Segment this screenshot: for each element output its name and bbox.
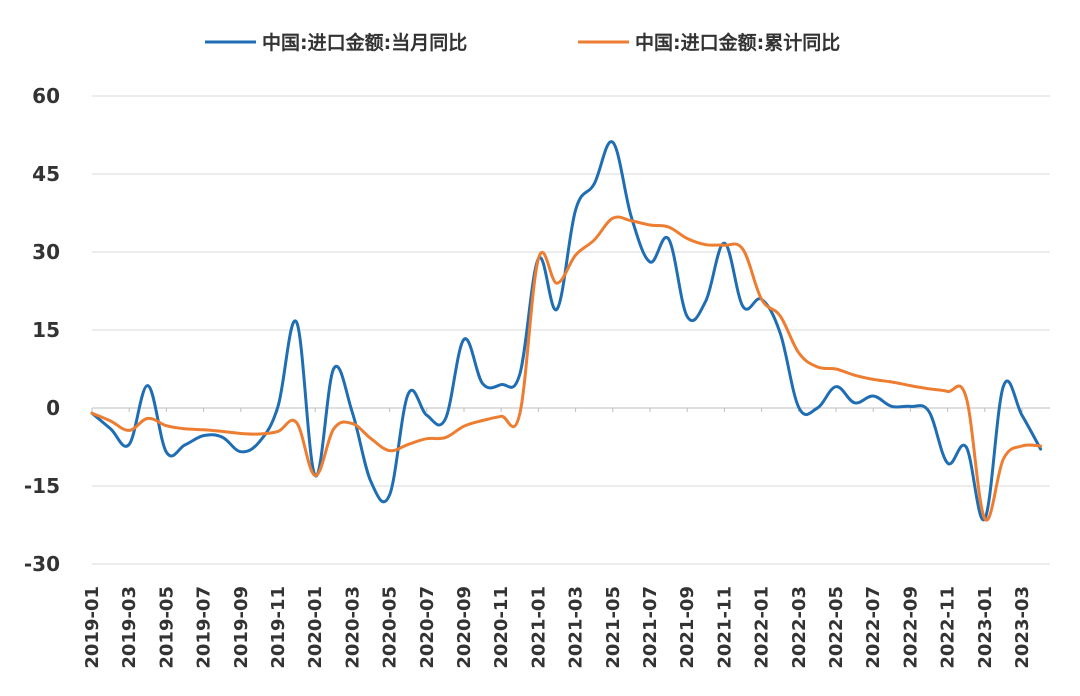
- series-line-cumulative-yoy: [90, 215, 1043, 522]
- x-tick-label: 2021-07: [640, 586, 661, 669]
- x-tick-label: 2022-03: [789, 586, 810, 669]
- legend-item-cumulative: 中国:进口金额:累计同比: [578, 31, 840, 54]
- y-tick-label: 0: [46, 396, 60, 420]
- y-tick-label: 60: [32, 84, 60, 108]
- x-tick-label: 2021-03: [566, 586, 587, 669]
- x-tick-label: 2020-01: [305, 586, 326, 669]
- x-tick-label: 2020-05: [380, 586, 401, 669]
- gridlines: [92, 95, 1050, 565]
- series-lines: [90, 140, 1043, 522]
- x-tick-label: 2019-07: [194, 586, 215, 669]
- x-tick-label: 2021-05: [603, 586, 624, 669]
- x-tick-label: 2022-07: [863, 586, 884, 669]
- y-tick-label: 15: [32, 318, 60, 342]
- legend-label-monthly: 中国:进口金额:当月同比: [262, 31, 467, 54]
- x-tick-label: 2019-05: [156, 586, 177, 669]
- y-tick-label: -15: [24, 474, 60, 498]
- series-line-monthly-yoy: [90, 140, 1043, 522]
- x-tick-label: 2022-09: [900, 586, 921, 669]
- x-tick-label: 2022-05: [826, 586, 847, 669]
- x-tick-label: 2020-03: [342, 586, 363, 669]
- x-tick-label: 2019-01: [82, 586, 103, 669]
- x-tick-label: 2021-11: [714, 586, 735, 669]
- x-tick-label: 2020-11: [491, 586, 512, 669]
- y-tick-label: 30: [32, 240, 60, 264]
- x-tick-label: 2022-11: [938, 586, 959, 669]
- y-axis: 60 45 30 15 0 -15 -30: [24, 84, 60, 576]
- x-tick-label: 2020-09: [454, 586, 475, 669]
- legend: 中国:进口金额:当月同比 中国:进口金额:累计同比: [205, 31, 840, 54]
- x-tick-label: 2019-09: [231, 586, 252, 669]
- legend-item-monthly: 中国:进口金额:当月同比: [205, 31, 467, 54]
- x-tick-label: 2019-03: [119, 586, 140, 669]
- y-tick-label: 45: [32, 162, 60, 186]
- y-tick-label: -30: [24, 552, 60, 576]
- x-tick-label: 2023-01: [975, 586, 996, 669]
- x-tick-label: 2020-07: [417, 586, 438, 669]
- legend-label-cumulative: 中国:进口金额:累计同比: [635, 31, 840, 54]
- x-tick-label: 2021-01: [528, 586, 549, 669]
- x-axis: 2019-01 2019-03 2019-05 2019-07 2019-09 2019-…: [82, 408, 1033, 669]
- x-tick-label: 2022-01: [752, 586, 773, 669]
- x-tick-label: 2019-11: [268, 586, 289, 669]
- x-tick-label: 2021-09: [677, 586, 698, 669]
- x-tick-label: 2023-03: [1012, 586, 1033, 669]
